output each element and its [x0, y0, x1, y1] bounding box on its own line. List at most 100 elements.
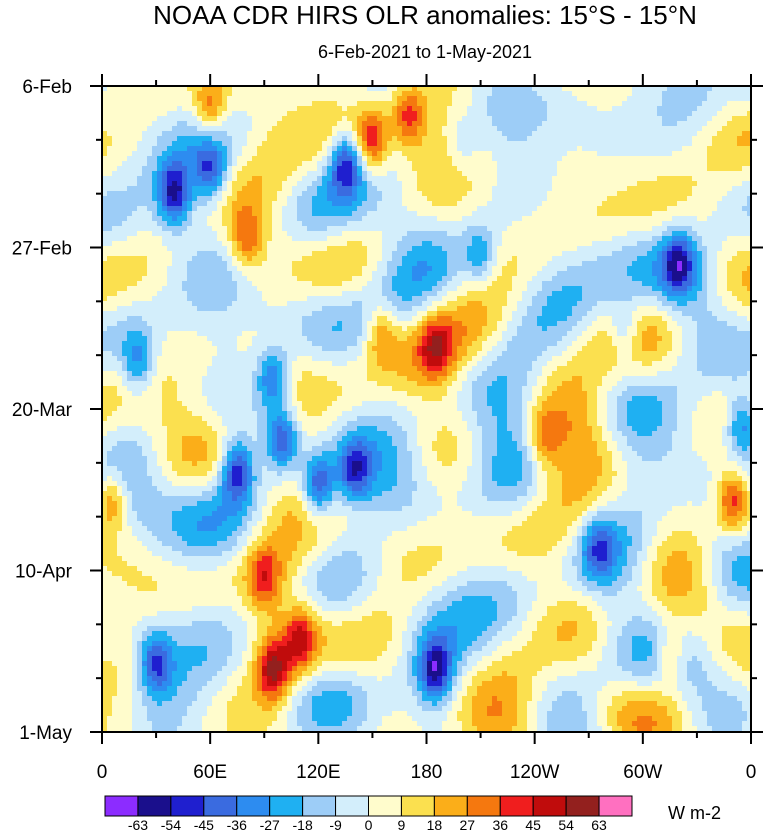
heatmap-cell	[737, 196, 743, 202]
heatmap-cell	[442, 266, 448, 272]
heatmap-cell	[232, 241, 238, 247]
heatmap-cell	[732, 246, 738, 252]
heatmap-cell	[207, 206, 213, 212]
heatmap-cell	[667, 236, 673, 242]
heatmap-cell	[297, 121, 303, 127]
heatmap-cell	[462, 251, 468, 257]
heatmap-cell	[342, 161, 348, 167]
heatmap-cell	[677, 156, 683, 162]
heatmap-cell	[677, 271, 683, 277]
heatmap-cell	[467, 126, 473, 132]
heatmap-cell	[737, 256, 743, 262]
heatmap-cell	[127, 171, 133, 177]
heatmap-cell	[132, 206, 138, 212]
heatmap-cell	[277, 141, 283, 147]
heatmap-cell	[287, 156, 293, 162]
heatmap-cell	[522, 86, 528, 92]
heatmap-cell	[502, 151, 508, 157]
heatmap-cell	[152, 91, 158, 97]
heatmap-cell	[417, 126, 423, 132]
heatmap-cell	[122, 231, 128, 237]
heatmap-cell	[202, 201, 208, 207]
heatmap-cell	[732, 131, 738, 137]
heatmap-cell	[302, 256, 308, 262]
heatmap-cell	[452, 171, 458, 177]
heatmap-cell	[267, 261, 273, 267]
heatmap-cell	[697, 116, 703, 122]
heatmap-cell	[712, 171, 718, 177]
heatmap-cell	[337, 161, 343, 167]
heatmap-cell	[202, 251, 208, 257]
heatmap-cell	[472, 141, 478, 147]
heatmap-cell	[207, 221, 213, 227]
heatmap-cell	[442, 236, 448, 242]
heatmap-cell	[517, 166, 523, 172]
heatmap-cell	[307, 266, 313, 272]
heatmap-cell	[322, 161, 328, 167]
heatmap-cell	[617, 96, 623, 102]
heatmap-cell	[312, 271, 318, 277]
heatmap-cell	[452, 256, 458, 262]
heatmap-cell	[432, 231, 438, 237]
heatmap-cell	[397, 136, 403, 142]
heatmap-cell	[357, 216, 363, 222]
heatmap-cell	[707, 226, 713, 232]
heatmap-cell	[177, 201, 183, 207]
heatmap-cell	[232, 96, 238, 102]
heatmap-cell	[202, 231, 208, 237]
heatmap-cell	[402, 86, 408, 92]
heatmap-cell	[137, 231, 143, 237]
heatmap-cell	[567, 116, 573, 122]
heatmap-cell	[747, 126, 751, 132]
heatmap-cell	[127, 106, 133, 112]
heatmap-cell	[217, 101, 223, 107]
heatmap-cell	[717, 156, 723, 162]
heatmap-cell	[362, 86, 368, 92]
heatmap-cell	[397, 231, 403, 237]
heatmap-cell	[447, 236, 453, 242]
heatmap-cell	[587, 246, 593, 252]
heatmap-cell	[627, 166, 633, 172]
heatmap-cell	[527, 126, 533, 132]
heatmap-cell	[482, 116, 488, 122]
heatmap-cell	[622, 221, 628, 227]
heatmap-cell	[482, 256, 488, 262]
heatmap-cell	[382, 101, 388, 107]
heatmap-cell	[512, 266, 518, 272]
heatmap-cell	[457, 126, 463, 132]
heatmap-cell	[332, 231, 338, 237]
heatmap-cell	[612, 171, 618, 177]
heatmap-cell	[367, 111, 373, 117]
heatmap-cell	[382, 156, 388, 162]
heatmap-cell	[172, 111, 178, 117]
heatmap-cell	[642, 261, 648, 267]
heatmap-cell	[272, 151, 278, 157]
heatmap-cell	[742, 186, 748, 192]
heatmap-cell	[687, 211, 693, 217]
heatmap-cell	[552, 131, 558, 137]
heatmap-cell	[257, 211, 263, 217]
heatmap-cell	[347, 221, 353, 227]
heatmap-cell	[652, 91, 658, 97]
heatmap-cell	[152, 136, 158, 142]
heatmap-cell	[632, 191, 638, 197]
heatmap-cell	[702, 131, 708, 137]
heatmap-cell	[142, 146, 148, 152]
heatmap-cell	[567, 201, 573, 207]
heatmap-cell	[507, 196, 513, 202]
heatmap-cell	[332, 251, 338, 257]
heatmap-cell	[322, 266, 328, 272]
heatmap-cell	[247, 101, 253, 107]
heatmap-cell	[342, 146, 348, 152]
heatmap-cell	[152, 221, 158, 227]
heatmap-cell	[727, 116, 733, 122]
heatmap-cell	[702, 121, 708, 127]
heatmap-cell	[217, 206, 223, 212]
heatmap-cell	[437, 216, 443, 222]
heatmap-cell	[102, 156, 108, 162]
heatmap-cell	[347, 261, 353, 267]
heatmap-cell	[422, 136, 428, 142]
heatmap-cell	[647, 191, 653, 197]
heatmap-cell	[322, 261, 328, 267]
heatmap-cell	[697, 161, 703, 167]
